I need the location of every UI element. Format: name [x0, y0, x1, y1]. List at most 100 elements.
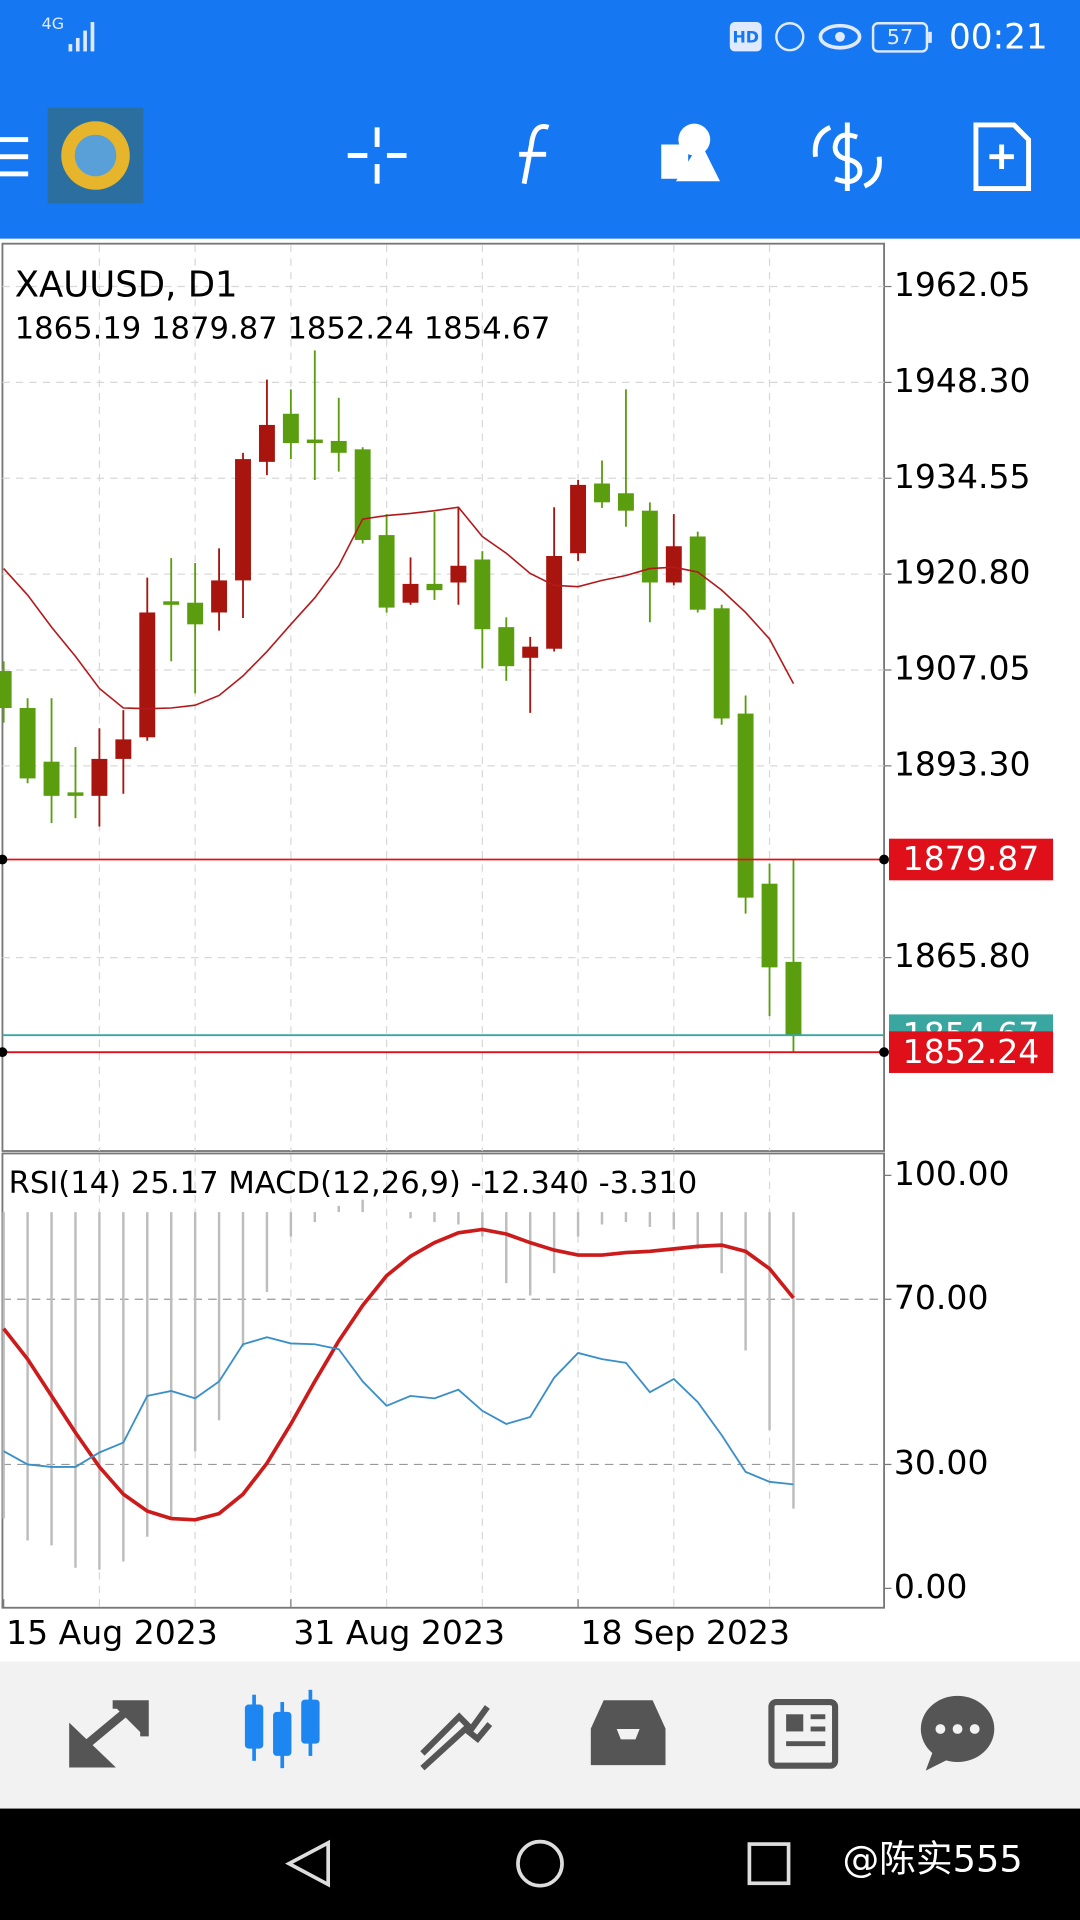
candle-body: [594, 483, 610, 503]
crosshair-button[interactable]: [347, 127, 407, 184]
hd: HD: [732, 27, 759, 46]
network: 4G: [42, 14, 64, 33]
watermark: @陈实555: [842, 1838, 1022, 1881]
quotes-tab[interactable]: [69, 1700, 149, 1768]
home-button[interactable]: [516, 1839, 564, 1888]
indicator-header-part: -12.340: [471, 1166, 589, 1201]
chat-tab[interactable]: [920, 1695, 995, 1771]
chart-bg: [0, 238, 1080, 1662]
y-tick-label: 1920.80: [894, 553, 1031, 592]
candle-body: [737, 713, 754, 898]
candle-body: [67, 792, 84, 796]
line-end: [879, 854, 889, 865]
new-order-button[interactable]: [973, 122, 1032, 192]
candle-body: [785, 961, 802, 1036]
candle-body: [163, 601, 180, 605]
symbol-title: XAUUSD, D1: [15, 265, 238, 306]
ohlc-line: 1865.19 1879.87 1852.24 1854.67: [15, 311, 551, 346]
menu-button[interactable]: [0, 137, 29, 177]
indicator-header-part: 25.17: [131, 1166, 219, 1201]
signal-icon: [68, 22, 95, 52]
trade-tab[interactable]: [420, 1705, 493, 1771]
hd-box: [729, 22, 762, 52]
y-tick-label: 1907.05: [894, 649, 1031, 688]
x-tick-label: 31 Aug 2023: [293, 1613, 505, 1652]
news-tab[interactable]: [768, 1698, 839, 1769]
trade-button[interactable]: [812, 122, 882, 192]
candle-body: [282, 413, 299, 444]
macd-signal-line: [2, 1227, 795, 1522]
y-tick-label: 1962.05: [894, 265, 1031, 304]
candle-body: [402, 583, 419, 603]
eye-pupil: [835, 31, 845, 42]
high-line-label: 1879.87: [903, 839, 1040, 878]
indicator-header-part: -3.310: [599, 1166, 698, 1201]
app-icon-core: [74, 134, 117, 177]
y-tick-label: 1948.30: [894, 361, 1031, 400]
ohlc-high: 1879.87: [151, 311, 278, 346]
y-tick-label: 1865.80: [894, 936, 1031, 975]
candle-body: [570, 484, 587, 554]
candle-body: [665, 546, 682, 583]
clock: 00:21: [949, 18, 1048, 58]
candle-body: [761, 883, 778, 968]
candle-body: [498, 627, 515, 667]
line-end: [0, 1047, 8, 1058]
candle-body: [354, 449, 371, 540]
data-layer: 1962.05 1948.30 1934.55 1920.80 1907.05 1893.…: [0, 265, 1054, 1652]
high-line-tag: [888, 838, 1054, 881]
candle-body: [450, 565, 467, 583]
ohlc-low: 1852.24: [287, 311, 414, 346]
battery-level: 57: [887, 25, 913, 49]
candle-body: [211, 580, 228, 613]
grid-layer: [2, 244, 892, 1608]
candle-body: [330, 440, 347, 453]
objects-button[interactable]: [661, 123, 720, 182]
y-tick-label: 1934.55: [894, 457, 1031, 496]
candle-body: [378, 535, 395, 608]
history-tab[interactable]: [590, 1700, 666, 1766]
line-end: [0, 854, 8, 865]
y-tick-label: 70.00: [894, 1278, 989, 1317]
candle-body: [258, 424, 275, 462]
indicator-header-part: MACD(12,26,9): [228, 1166, 460, 1201]
low-line-tag: [888, 1031, 1054, 1073]
x-tick-label: 15 Aug 2023: [6, 1613, 218, 1652]
candle-body: [0, 671, 12, 708]
candle-body: [235, 459, 251, 581]
moving-average: [3, 506, 795, 710]
candle-body: [522, 646, 539, 658]
chart-tab[interactable]: [244, 1689, 320, 1769]
low-line-label: 1852.24: [903, 1032, 1040, 1071]
candle-body: [115, 739, 132, 759]
rsi-line: [3, 1336, 794, 1486]
candle-body: [306, 439, 323, 444]
candle-body: [617, 493, 634, 511]
battery: [871, 22, 929, 53]
candle-body: [91, 758, 108, 796]
candle-body: [474, 559, 491, 630]
y-tick-label: 30.00: [894, 1443, 989, 1482]
candle-body: [641, 510, 658, 583]
candle-body: [426, 583, 443, 591]
system-nav: [0, 1808, 1080, 1920]
candle-body: [546, 556, 563, 649]
candle-body: [139, 612, 156, 738]
back-button[interactable]: [285, 1839, 330, 1888]
y-tick-label: 100.00: [894, 1154, 1010, 1193]
indicators-button[interactable]: [519, 124, 550, 185]
y-tick-label: 0.00: [894, 1567, 968, 1606]
ohlc-close: 1854.67: [424, 311, 551, 346]
battery-tip: [928, 31, 932, 43]
indicator-header: RSI(14) 25.17 MACD(12,26,9) -12.340 -3.310: [9, 1166, 698, 1201]
app-bar-bg: [0, 0, 1080, 239]
candle-body: [713, 608, 730, 719]
candle-body: [19, 707, 36, 779]
line-end: [879, 1047, 889, 1058]
eye-icon: [818, 23, 862, 50]
bottom-nav: [0, 1661, 1080, 1809]
recents-button[interactable]: [747, 1842, 791, 1886]
candle-body: [43, 761, 60, 796]
